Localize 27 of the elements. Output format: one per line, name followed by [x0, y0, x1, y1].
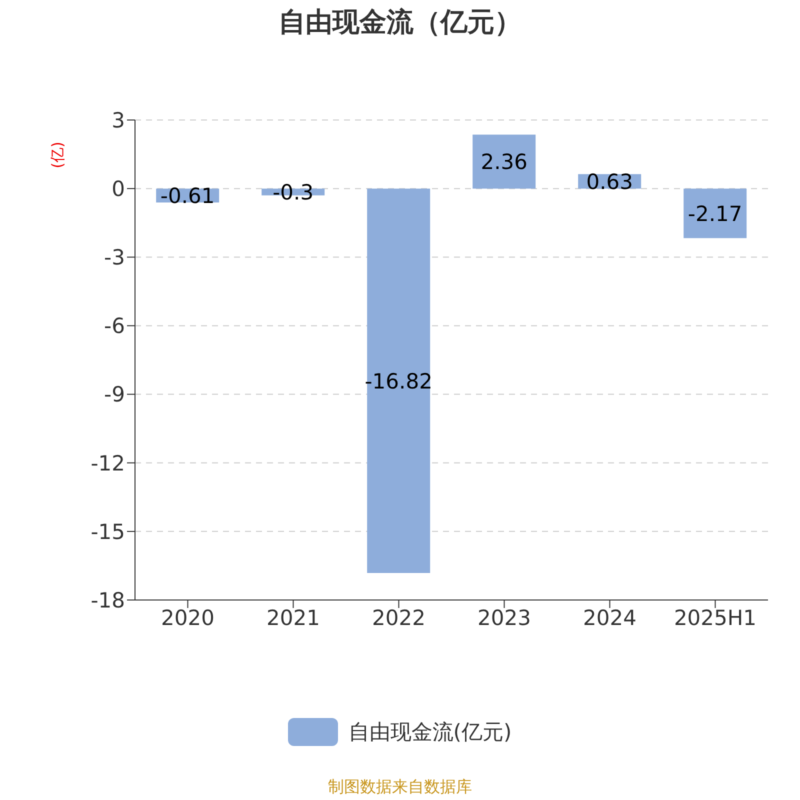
y-tick-label: -15	[90, 520, 125, 544]
text: 制图数据来自数据库	[327, 777, 473, 798]
x-tick-label: 2025H1	[674, 606, 757, 630]
y-tick-label: 3	[112, 108, 125, 132]
x-tick-label: 2023	[478, 606, 531, 630]
legend-label: 自由现金流(亿元)	[348, 719, 512, 746]
data-label: 2.36	[480, 150, 528, 174]
x-tick-label: 2021	[266, 606, 320, 630]
y-tick-label: -3	[104, 246, 125, 270]
data-label: -16.82	[364, 369, 432, 394]
data-label: -0.3	[272, 180, 314, 204]
y-tick-label: -12	[90, 451, 125, 476]
data-label: 0.63	[586, 170, 633, 194]
y-tick-label: -6	[104, 314, 125, 338]
bar	[367, 188, 430, 574]
bar	[684, 188, 747, 238]
y-tick-label: -9	[104, 382, 125, 407]
x-tick-label: 2024	[583, 606, 636, 630]
x-tick-label: 2020	[161, 606, 214, 630]
y-axis-title: (亿)	[48, 142, 68, 168]
y-tick-label: 0	[112, 177, 125, 202]
data-label: -2.17	[688, 202, 742, 226]
chart-title: 自由现金流（亿元）	[278, 6, 522, 40]
data-label: -0.61	[160, 184, 215, 208]
x-tick-label: 2022	[372, 606, 426, 630]
y-tick-label: -18	[90, 588, 125, 612]
bar	[472, 134, 536, 189]
